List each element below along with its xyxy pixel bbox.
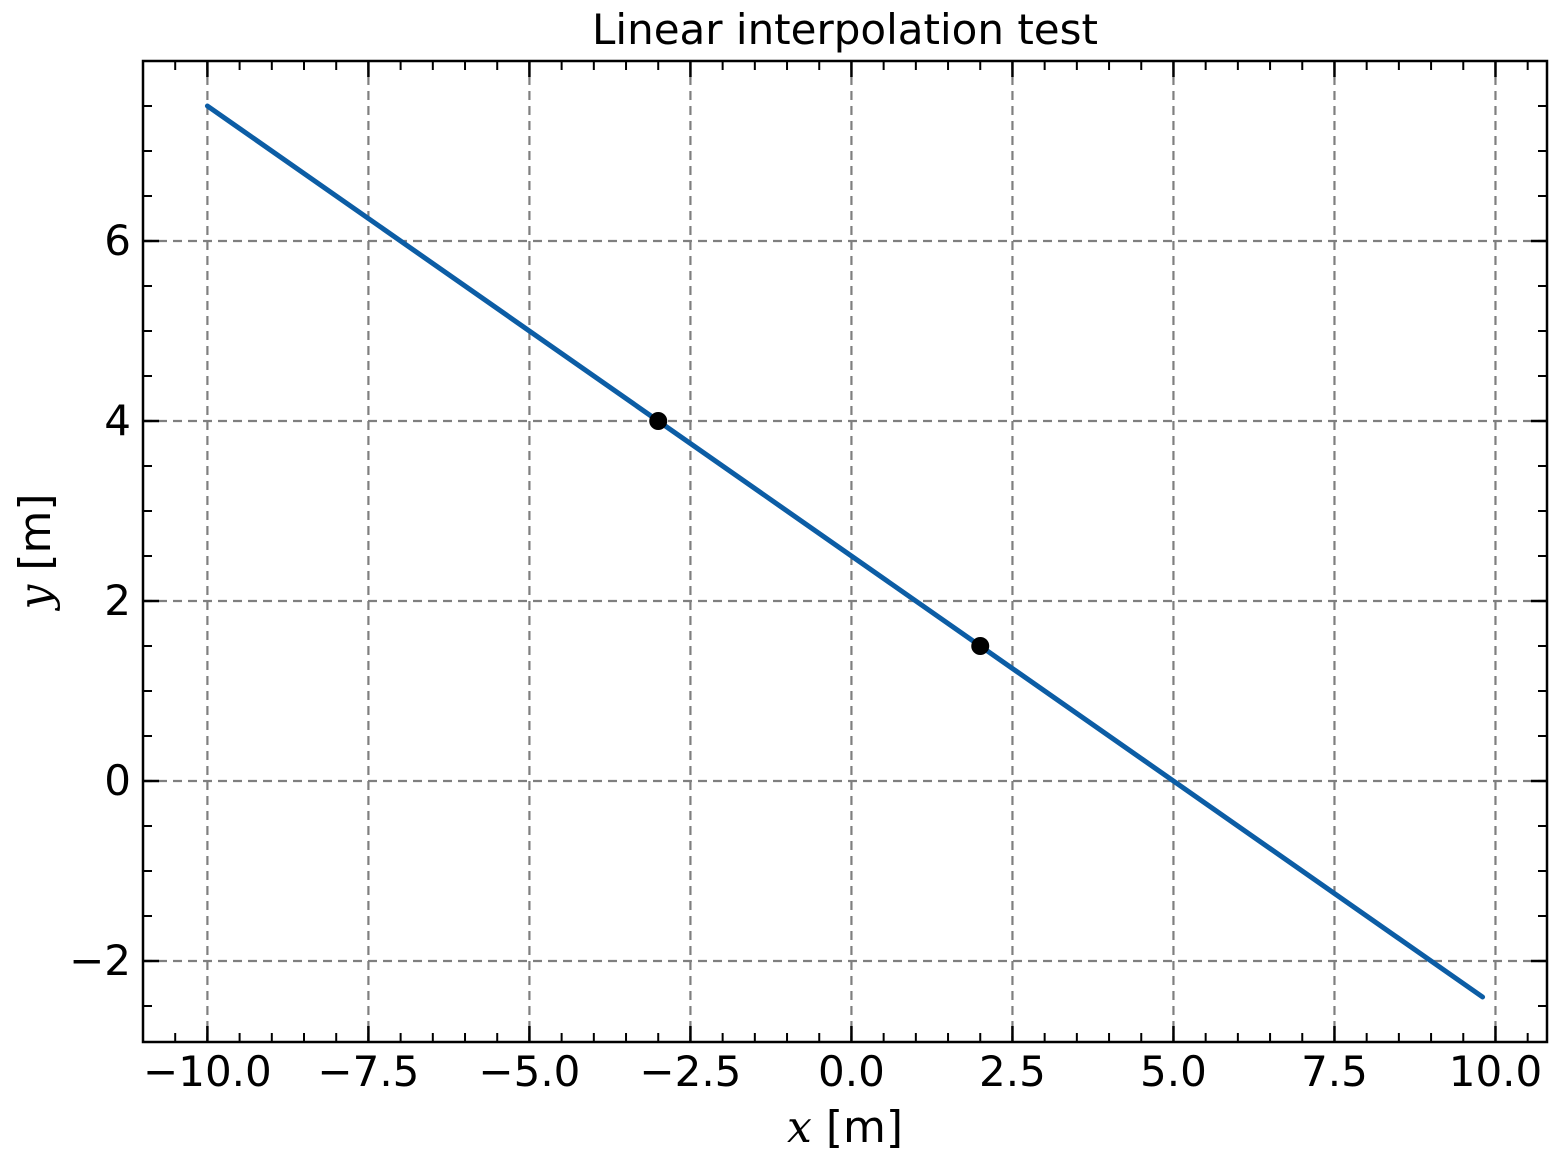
ticks-layer: −10.0 −7.5 −5.0 −2.5 0.0 2.5 5.0 7.5 10.0 −2 0 2 4 6 [69,60,1547,1096]
y-tick-label: −2 [69,936,131,985]
x-tick-label: −7.5 [317,1047,419,1096]
y-tick-label: 2 [104,576,131,625]
x-tick-label: 0.0 [818,1047,885,1096]
data-point [649,412,668,430]
y-tick-label: 0 [104,756,131,805]
x-tick-label: 10.0 [1449,1047,1543,1096]
series-layer [204,103,1486,1000]
y-tick-label: 6 [104,216,131,265]
y-axis-unit-text: [m] [10,493,61,570]
x-tick-label: −5.0 [478,1047,580,1096]
y-axis-label: y [m] [10,493,61,611]
x-axis-var: x [787,1102,812,1153]
x-tick-label: 2.5 [979,1047,1046,1096]
data-point [971,637,990,655]
chart-title: Linear interpolation test [592,5,1098,54]
points-layer [649,412,990,655]
x-axis-label: x [m] [787,1102,903,1153]
x-tick-label: −10.0 [143,1047,272,1096]
x-axis-unit-text: [m] [826,1102,903,1153]
series-line [204,103,1486,1000]
y-axis-var: y [10,584,61,612]
y-axis-unit [10,571,61,585]
grid-lines [143,61,1547,1042]
y-tick-label: 4 [104,396,131,445]
x-axis-unit [812,1102,826,1153]
plot-frame [141,59,1549,1044]
x-tick-label: 5.0 [1140,1047,1207,1096]
x-tick-label: 7.5 [1301,1047,1368,1096]
x-tick-label: −2.5 [639,1047,741,1096]
